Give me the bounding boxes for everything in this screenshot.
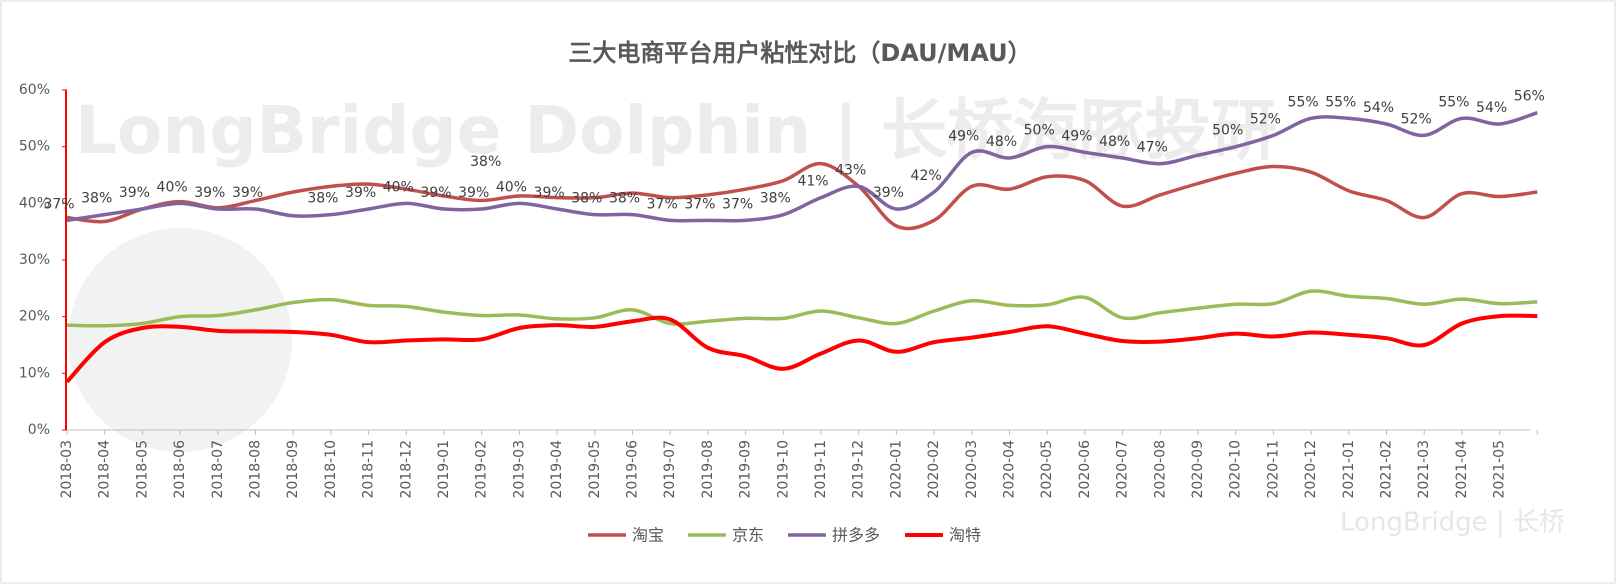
x-tick-label: 2018-04	[97, 440, 113, 499]
watermark-logo	[68, 228, 292, 452]
data-label: 43%	[835, 162, 866, 178]
data-label: 40%	[383, 179, 414, 195]
x-tick-label: 2018-07	[210, 440, 226, 499]
data-label: 39%	[420, 185, 451, 201]
x-tick-label: 2019-09	[738, 440, 754, 499]
data-label: 49%	[1061, 128, 1092, 144]
legend-label: 淘特	[949, 526, 981, 545]
x-tick-label: 2019-08	[700, 440, 716, 499]
data-label: 40%	[157, 179, 188, 195]
annotation: 38%	[470, 154, 501, 170]
x-tick-label: 2019-06	[625, 440, 641, 499]
x-tick-label: 2021-05	[1492, 440, 1508, 499]
x-tick-label: 2021-01	[1341, 440, 1357, 499]
x-tick-label: 2018-03	[59, 440, 75, 499]
x-tick-label: 2020-12	[1303, 440, 1319, 499]
x-tick-label: 2018-05	[134, 440, 150, 499]
data-label: 52%	[1250, 111, 1281, 127]
data-label: 39%	[232, 185, 263, 201]
y-tick-label: 10%	[19, 365, 50, 381]
x-tick-label: 2019-07	[662, 440, 678, 499]
x-tick-label: 2020-04	[1002, 440, 1018, 499]
data-label: 38%	[571, 191, 602, 207]
data-label: 48%	[986, 134, 1017, 150]
y-tick-label: 0%	[28, 422, 50, 438]
x-tick-label: 2020-11	[1265, 440, 1281, 499]
x-tick-label: 2020-09	[1190, 440, 1206, 499]
x-tick-label: 2020-06	[1077, 440, 1093, 499]
data-label: 49%	[948, 128, 979, 144]
x-tick-label: 2018-06	[172, 440, 188, 499]
x-tick-label: 2019-02	[474, 440, 490, 499]
y-tick-label: 50%	[19, 139, 50, 155]
data-label: 38%	[307, 191, 338, 207]
x-tick-label: 2019-03	[511, 440, 527, 499]
watermark: LongBridge Dolphin | 长桥海豚投研	[75, 92, 1277, 170]
x-tick-label: 2021-03	[1416, 440, 1432, 499]
footer-logo: LongBridge | 长桥	[1340, 508, 1565, 538]
x-tick-label: 2021-04	[1454, 440, 1470, 499]
data-label: 48%	[1099, 134, 1130, 150]
legend-label: 京东	[732, 526, 764, 545]
data-label: 55%	[1288, 94, 1319, 110]
data-label: 39%	[458, 185, 489, 201]
series-line	[66, 289, 1538, 328]
data-label: 41%	[797, 174, 828, 190]
data-label: 37%	[43, 196, 74, 212]
data-label: 38%	[81, 191, 112, 207]
data-label: 47%	[1137, 140, 1168, 156]
legend-label: 淘宝	[632, 526, 664, 545]
y-tick-label: 20%	[19, 309, 50, 325]
data-label: 52%	[1401, 111, 1432, 127]
x-tick-label: 2019-11	[813, 440, 829, 499]
x-tick-label: 2019-10	[775, 440, 791, 499]
x-tick-label: 2018-11	[361, 440, 377, 499]
data-label: 40%	[496, 179, 527, 195]
x-tick-label: 2020-07	[1115, 440, 1131, 499]
x-tick-label: 2019-04	[549, 440, 565, 499]
data-label: 55%	[1438, 94, 1469, 110]
data-label: 54%	[1363, 100, 1394, 116]
x-tick-label: 2020-03	[964, 440, 980, 499]
x-tick-label: 2019-01	[436, 440, 452, 499]
chart-title: 三大电商平台用户粘性对比（DAU/MAU）	[568, 39, 1031, 67]
data-label: 38%	[609, 191, 640, 207]
x-tick-label: 2019-12	[851, 440, 867, 499]
series-line	[65, 313, 1538, 384]
data-label: 50%	[1212, 123, 1243, 139]
data-label: 37%	[722, 196, 753, 212]
data-label: 42%	[911, 168, 942, 184]
x-tick-label: 2018-12	[398, 440, 414, 499]
data-label: 56%	[1514, 89, 1545, 105]
data-label: 37%	[647, 196, 678, 212]
data-label: 39%	[873, 185, 904, 201]
x-tick-label: 2018-10	[323, 440, 339, 499]
x-tick-label: 2019-05	[587, 440, 603, 499]
data-label: 50%	[1024, 123, 1055, 139]
x-tick-label: 2018-08	[248, 440, 264, 499]
legend-label: 拼多多	[832, 526, 880, 545]
x-tick-label: 2018-09	[285, 440, 301, 499]
series-line	[66, 110, 1538, 223]
data-label: 55%	[1325, 94, 1356, 110]
y-tick-label: 60%	[19, 82, 50, 98]
data-label: 39%	[194, 185, 225, 201]
data-label: 39%	[534, 185, 565, 201]
x-tick-label: 2021-02	[1379, 440, 1395, 499]
data-label: 39%	[119, 185, 150, 201]
x-tick-label: 2020-01	[888, 440, 904, 499]
data-label: 37%	[684, 196, 715, 212]
y-tick-label: 40%	[19, 195, 50, 211]
y-tick-label: 30%	[19, 252, 50, 268]
series-line	[66, 161, 1538, 231]
data-label: 38%	[760, 191, 791, 207]
data-label: 39%	[345, 185, 376, 201]
x-tick-label: 2020-08	[1152, 440, 1168, 499]
x-tick-label: 2020-10	[1228, 440, 1244, 499]
data-label: 54%	[1476, 100, 1507, 116]
x-tick-label: 2020-02	[926, 440, 942, 499]
x-tick-label: 2020-05	[1039, 440, 1055, 499]
